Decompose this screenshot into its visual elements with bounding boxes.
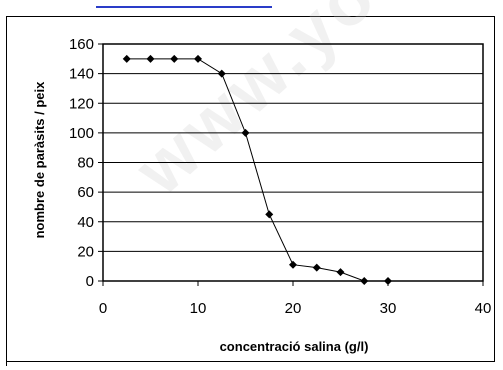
data-point	[194, 54, 202, 63]
y-tick-label: 40	[77, 214, 94, 231]
data-point	[336, 268, 345, 277]
y-tick-label: 160	[69, 36, 94, 53]
data-point	[122, 54, 131, 63]
y-tick-label: 100	[69, 125, 94, 142]
series	[122, 54, 392, 285]
y-tick-label: 120	[69, 95, 94, 112]
y-tick-label: 60	[77, 184, 94, 201]
y-tick-label: 0	[86, 273, 94, 290]
gridlines	[103, 73, 483, 252]
x-tick-label: 0	[99, 300, 107, 317]
frame-edge	[6, 346, 21, 366]
data-point	[289, 260, 297, 269]
x-tick-label: 40	[475, 300, 492, 317]
y-axis-title: nombre de paràsits / peix	[32, 81, 47, 239]
series-line	[126, 58, 388, 282]
data-point	[265, 210, 274, 219]
data-point	[360, 277, 369, 285]
data-point	[146, 54, 155, 63]
x-tick-label: 20	[285, 300, 302, 317]
data-point	[217, 69, 226, 78]
y-tick-label: 140	[69, 66, 94, 83]
x-tick-label: 10	[190, 300, 207, 317]
y-tick-label: 20	[77, 243, 94, 260]
data-point	[384, 277, 392, 285]
x-axis-title: concentració salina (g/l)	[220, 339, 369, 354]
y-tick-labels: 0 20 40 60 80 100 120 140 160	[69, 36, 103, 290]
data-point	[170, 54, 179, 63]
x-tick-labels: 0 10 20 30 40	[99, 281, 492, 317]
chart-frame	[6, 16, 495, 362]
top-link-underline[interactable]	[96, 0, 272, 8]
y-tick-label: 80	[77, 155, 94, 172]
data-point	[312, 263, 321, 272]
x-tick-label: 30	[380, 300, 397, 317]
data-point	[241, 128, 250, 137]
